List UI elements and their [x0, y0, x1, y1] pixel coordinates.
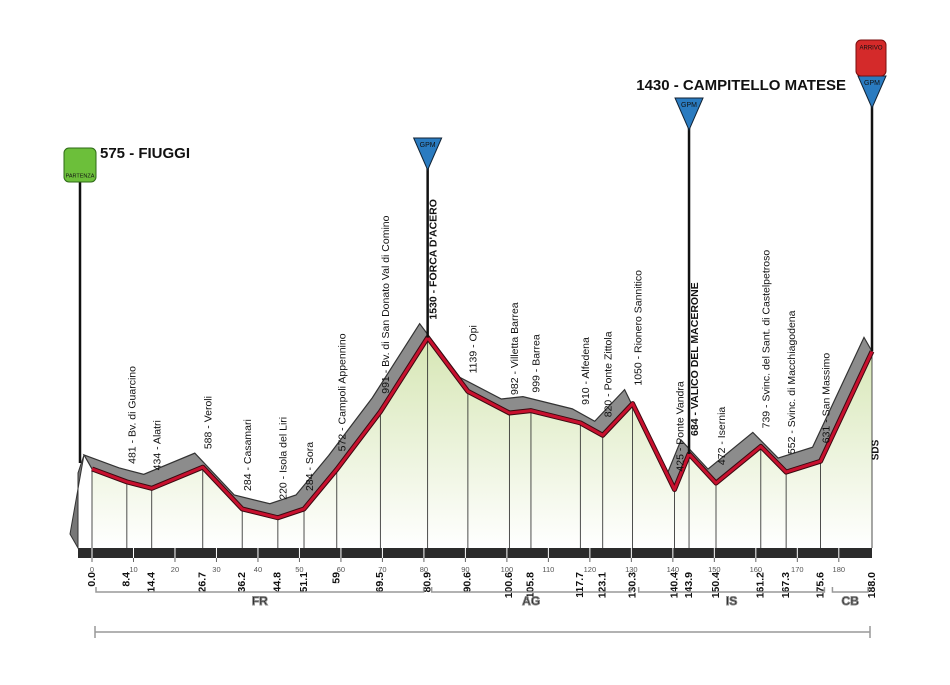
km-label: 130.3	[626, 572, 638, 598]
x-tick-label: 180	[833, 565, 846, 574]
sector-label: AG	[522, 594, 540, 608]
place-label: 481 - Bv. di Guarcino	[127, 366, 139, 464]
x-tick-label: 130	[625, 565, 638, 574]
place-label: 572 - Campoli Appennino	[337, 333, 349, 451]
place-label: 1530 - FORCA D'ACERO	[427, 199, 439, 320]
place-label: 472 - Isernia	[716, 407, 728, 466]
base-bar	[78, 548, 872, 558]
finish-marker	[855, 39, 887, 77]
x-tick-label: 40	[254, 565, 262, 574]
km-label: 69.5	[374, 572, 386, 593]
gpm-text: GPM	[420, 142, 436, 149]
x-tick-label: 20	[171, 565, 179, 574]
place-label: 820 - Ponte Zittola	[603, 331, 615, 417]
km-label: 123.1	[597, 572, 609, 598]
km-label: 59	[331, 572, 343, 584]
place-label: 588 - Veroli	[203, 396, 215, 449]
sector-bracket	[430, 587, 632, 593]
x-tick-label: 100	[501, 565, 514, 574]
km-label: 167.3	[780, 572, 792, 598]
sector-label: CB	[842, 594, 860, 608]
km-label: 8.4	[121, 572, 133, 587]
km-label: 0.0	[86, 572, 98, 587]
km-label: 51.1	[298, 572, 310, 593]
place-label: 684 - VALICO DEL MACERONE	[689, 282, 701, 436]
profile-area	[92, 337, 872, 548]
x-tick-label: 50	[295, 565, 303, 574]
km-label: 44.8	[272, 572, 284, 593]
place-label: 982 - Villetta Barrea	[509, 302, 521, 395]
x-tick-label: 0	[90, 565, 94, 574]
place-label: 284 - Sora	[304, 442, 316, 491]
km-label: 188.0	[866, 572, 878, 598]
start-label: 575 - FIUGGI	[100, 145, 190, 162]
finish-text: ARRIVO	[859, 46, 882, 52]
sector-bracket	[637, 587, 826, 593]
start-text: PARTENZA	[66, 173, 95, 179]
place-label: 220 - Isola del Liri	[278, 417, 290, 500]
x-tick-label: 150	[708, 565, 721, 574]
gpm-marker	[412, 137, 443, 172]
km-label: 143.9	[683, 572, 695, 598]
start-marker	[63, 147, 97, 183]
profile-layer: 0 10 20 30 40 50 60 70 80 90 100 110 120 130 140 150 160…	[63, 39, 887, 609]
x-tick-label: 140	[667, 565, 680, 574]
km-label: 140.4	[668, 572, 680, 598]
x-tick-label: 90	[461, 565, 469, 574]
sector-label: FR	[252, 594, 268, 608]
sector-bracket	[831, 587, 869, 593]
gpm-marker	[674, 97, 704, 132]
finish-label: 1430 - CAMPITELLO MATESE	[636, 77, 846, 94]
km-label: 26.7	[197, 572, 209, 593]
km-label: 80.9	[421, 572, 433, 593]
km-label: 100.6	[503, 572, 515, 598]
x-tick-label: 70	[378, 565, 386, 574]
base-side	[69, 454, 85, 550]
place-label: 425 - Ponte Vandra	[674, 381, 686, 471]
km-label: 175.6	[814, 572, 826, 598]
km-label: 150.4	[710, 572, 722, 598]
place-label: 1050 - Rionero Sannitico	[632, 270, 644, 386]
x-tick-label: 60	[337, 565, 345, 574]
x-tick-label: 10	[129, 565, 137, 574]
gpm-text: GPM	[864, 80, 880, 87]
sector-label: IS	[726, 594, 737, 608]
x-tick-label: 170	[791, 565, 804, 574]
km-label: 36.2	[236, 572, 248, 593]
x-tick-label: 160	[750, 565, 763, 574]
finish-side-label: SDS	[871, 439, 882, 460]
km-label: 90.6	[462, 572, 474, 593]
km-label: 117.7	[574, 572, 586, 598]
gpm-text: GPM	[681, 102, 697, 109]
place-label: 434 - Alatri	[152, 420, 164, 470]
place-label: 739 - Svinc. del Sant. di Castelpetroso	[761, 250, 773, 429]
sector-bracket	[95, 587, 425, 593]
place-label: 631 - San Massimo	[820, 353, 832, 444]
km-label: 161.2	[755, 572, 767, 598]
place-label: 999 - Barrea	[531, 334, 543, 393]
x-tick-label: 110	[542, 565, 554, 574]
place-label: 284 - Casamari	[242, 419, 254, 491]
place-label: 552 - Svinc. di Macchiagodena	[786, 310, 798, 454]
place-label: 1139 - Opi	[468, 325, 480, 373]
profile-line	[91, 336, 874, 520]
x-tick-label: 80	[420, 565, 428, 574]
x-tick-label: 30	[212, 565, 220, 574]
km-label: 14.4	[146, 572, 158, 593]
x-tick-label: 120	[584, 565, 597, 574]
place-label: 910 - Alfedena	[580, 337, 592, 405]
place-label: 991 - Bv. di San Donato Val di Comino	[380, 215, 392, 393]
